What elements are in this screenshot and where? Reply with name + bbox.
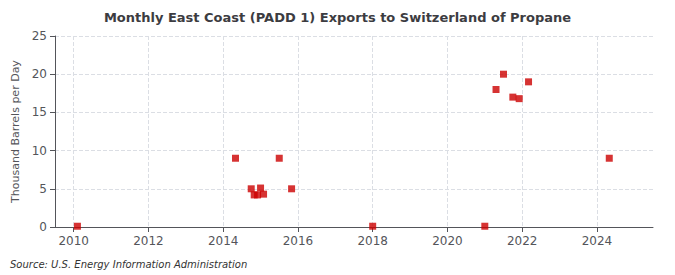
svg-text:15: 15 [32,105,47,119]
svg-text:2020: 2020 [432,234,463,248]
svg-text:2018: 2018 [357,234,388,248]
svg-text:10: 10 [32,144,47,158]
svg-text:Thousand Barrels per Day: Thousand Barrels per Day [9,60,22,204]
svg-text:5: 5 [39,182,47,196]
svg-text:Monthly East Coast (PADD 1) Ex: Monthly East Coast (PADD 1) Exports to S… [104,10,571,25]
svg-text:2014: 2014 [208,234,239,248]
svg-text:2012: 2012 [133,234,164,248]
svg-text:2016: 2016 [283,234,314,248]
svg-text:2010: 2010 [58,234,89,248]
svg-text:2022: 2022 [507,234,538,248]
svg-text:Source: U.S. Energy Informatio: Source: U.S. Energy Information Administ… [10,259,247,270]
svg-text:2024: 2024 [582,234,613,248]
svg-text:20: 20 [32,67,47,81]
svg-text:25: 25 [32,29,47,43]
svg-text:0: 0 [39,220,47,234]
